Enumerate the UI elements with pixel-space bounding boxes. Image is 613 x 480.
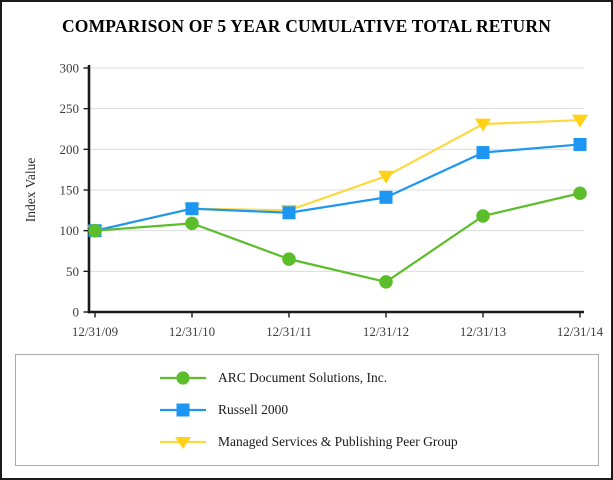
svg-text:200: 200 bbox=[60, 142, 80, 157]
legend-marker-circle-icon bbox=[160, 371, 206, 385]
legend-label: Managed Services & Publishing Peer Group bbox=[218, 434, 458, 449]
legend-item-peer-group: Managed Services & Publishing Peer Group bbox=[160, 426, 598, 458]
svg-text:12/31/13: 12/31/13 bbox=[460, 324, 506, 339]
svg-text:12/31/12: 12/31/12 bbox=[363, 324, 409, 339]
svg-text:100: 100 bbox=[60, 223, 80, 238]
legend-marker-triangle-down-icon bbox=[160, 437, 206, 449]
svg-text:12/31/14: 12/31/14 bbox=[557, 324, 604, 339]
svg-text:0: 0 bbox=[73, 305, 80, 320]
legend-label: Russell 2000 bbox=[218, 402, 289, 417]
legend-marker-square-icon bbox=[160, 403, 206, 417]
svg-text:150: 150 bbox=[60, 183, 80, 198]
svg-text:300: 300 bbox=[60, 61, 80, 76]
legend-item-russell-2000: Russell 2000 bbox=[160, 394, 598, 426]
legend-box: ARC Document Solutions, Inc. Russell 200… bbox=[15, 354, 599, 466]
chart-canvas: 0 50 100 150 200 250 300 12/31/09 12/31/10 12/31/… bbox=[23, 61, 604, 340]
svg-text:50: 50 bbox=[66, 264, 79, 279]
legend-item-arc-document-solutions: ARC Document Solutions, Inc. bbox=[160, 362, 598, 394]
legend-label: ARC Document Solutions, Inc. bbox=[218, 370, 388, 385]
svg-text:12/31/10: 12/31/10 bbox=[169, 324, 215, 339]
chart-title: COMPARISON OF 5 YEAR CUMULATIVE TOTAL RE… bbox=[61, 16, 552, 36]
svg-text:250: 250 bbox=[60, 101, 80, 116]
svg-text:Index Value: Index Value bbox=[23, 158, 38, 223]
svg-text:12/31/11: 12/31/11 bbox=[266, 324, 312, 339]
svg-text:12/31/09: 12/31/09 bbox=[72, 324, 118, 339]
